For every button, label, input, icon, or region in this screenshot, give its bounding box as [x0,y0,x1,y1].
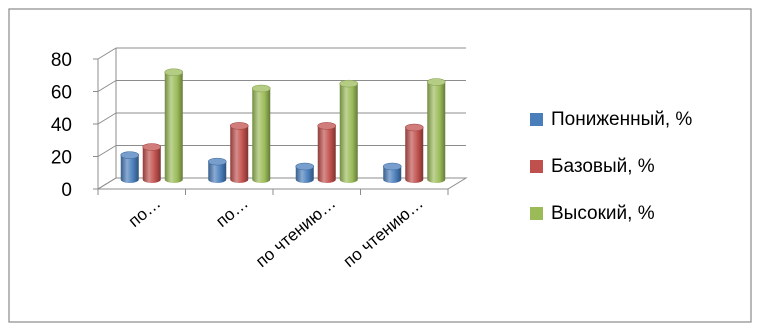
bar-3-1 [164,68,184,184]
gridline-side [97,80,117,92]
y-tick-label: 60 [51,83,72,104]
legend-label: Пониженный, % [551,109,692,130]
bar-1-4 [382,162,402,184]
bar-1-3 [295,162,315,184]
bars [120,68,446,184]
legend-label: Базовый, % [551,156,655,177]
y-tick-label: 40 [51,115,72,136]
y-tick-label: 80 [51,50,72,71]
legend-swatch [530,160,543,173]
bar-2-2 [229,122,249,184]
bar-3-3 [339,79,359,184]
legend-swatch [530,113,543,126]
gridline-side [97,112,117,125]
bar-2-3 [317,122,337,184]
y-tick-label: 20 [51,148,72,169]
legend-label: Высокий, % [551,203,655,224]
y-axis: 0 20 40 60 80 [51,50,98,201]
bar-3-4 [426,78,446,184]
bar-2-4 [404,123,424,184]
floor [96,177,468,190]
gridline-side [97,47,117,60]
bar-1-1 [120,151,140,184]
legend-swatch [530,207,543,220]
bar-2-1 [142,143,162,183]
y-tick-label: 0 [61,180,72,201]
legend: Пониженный, % Базовый, % Высокий, % [530,109,692,224]
bar-3-2 [251,84,271,184]
bar-1-2 [207,157,227,184]
gridline-side [97,145,117,157]
